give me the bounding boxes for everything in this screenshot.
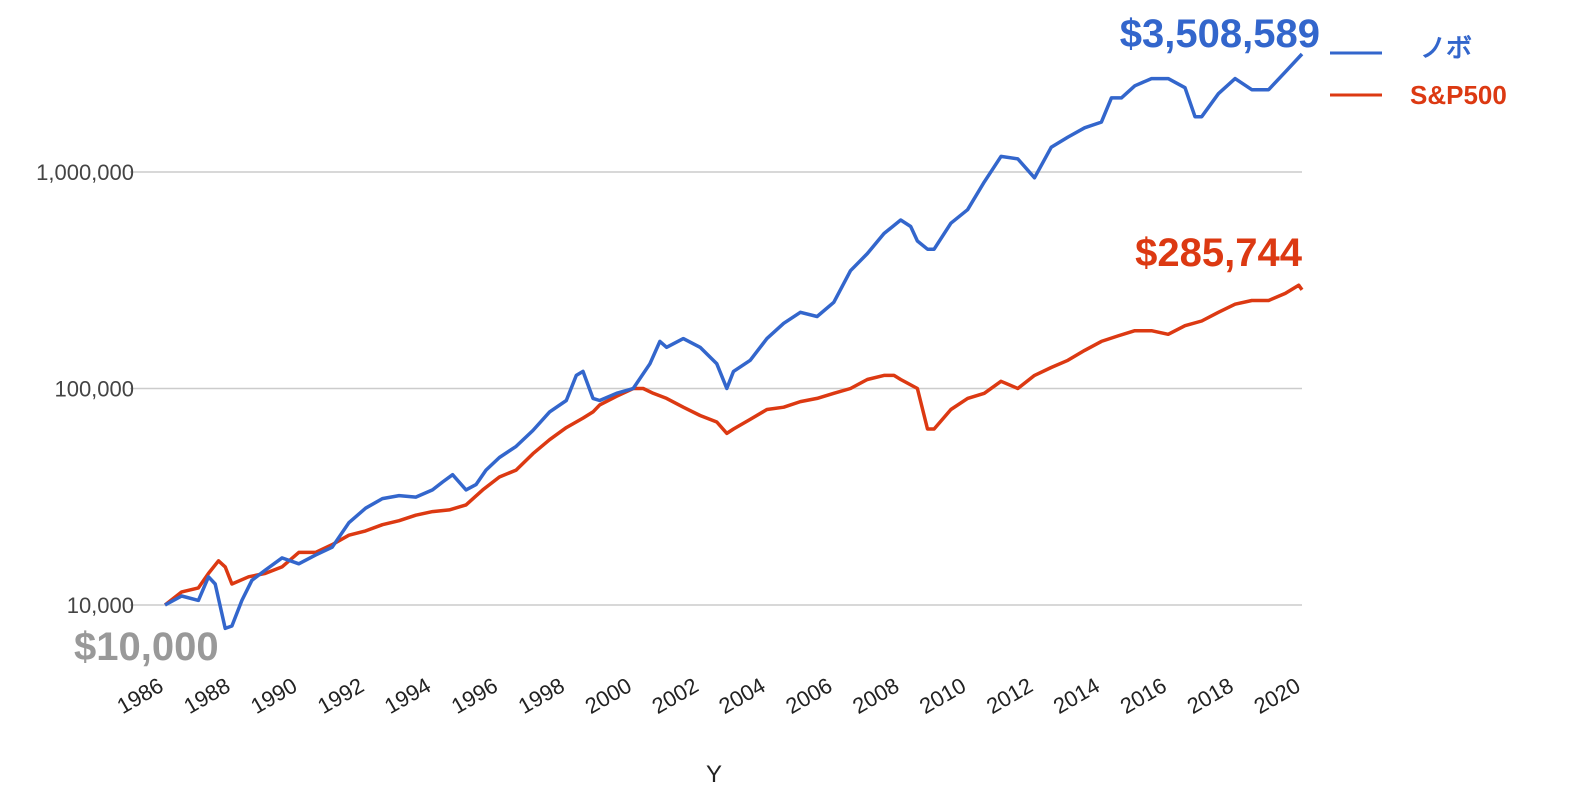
x-tick-label: 2016 <box>1116 673 1171 719</box>
gridlines <box>130 171 1302 606</box>
x-tick-label: 2014 <box>1049 673 1104 719</box>
annotation-novo-end: $3,508,589 <box>1120 12 1320 56</box>
x-tick-label: 2010 <box>915 673 970 719</box>
annotation-start: $10,000 <box>74 625 219 669</box>
series-line-novo <box>164 52 1304 631</box>
x-tick-label: 2004 <box>715 673 770 719</box>
annotation-sp-end: $285,744 <box>1135 231 1303 275</box>
x-tick-label: 1992 <box>313 673 368 719</box>
y-tick-label: 10,000 <box>67 593 134 618</box>
x-tick-label: 2002 <box>648 673 703 719</box>
x-tick-label: 1990 <box>246 673 301 719</box>
x-tick-label: 2020 <box>1250 673 1305 719</box>
x-tick-label: 1994 <box>380 673 435 719</box>
x-tick-label: 2018 <box>1183 673 1238 719</box>
x-tick-label: 1996 <box>447 673 502 719</box>
legend: ノボ S&P500 <box>1330 33 1507 110</box>
series-lines <box>163 52 1304 631</box>
y-tick-label: 1,000,000 <box>36 160 134 185</box>
x-tick-label: 1988 <box>179 673 234 719</box>
y-tick-label: 100,000 <box>54 377 134 402</box>
series-line-sp500 <box>163 283 1304 607</box>
legend-label-novo: ノボ <box>1420 33 1472 63</box>
x-tick-label: 1986 <box>113 673 168 719</box>
x-tick-label: 2008 <box>848 673 903 719</box>
x-axis-ticks: 1986 1988 1990 1992 1994 1996 1998 2000 2002 2004… <box>113 673 1305 719</box>
legend-label-sp500: S&P500 <box>1410 80 1507 110</box>
x-tick-label: 2000 <box>581 673 636 719</box>
x-tick-label: 2012 <box>982 673 1037 719</box>
x-tick-label: 2006 <box>781 673 836 719</box>
x-axis-label: Y <box>706 761 722 786</box>
y-axis-ticks: 10,000 100,000 1,000,000 <box>36 160 134 618</box>
x-tick-label: 1998 <box>514 673 569 719</box>
